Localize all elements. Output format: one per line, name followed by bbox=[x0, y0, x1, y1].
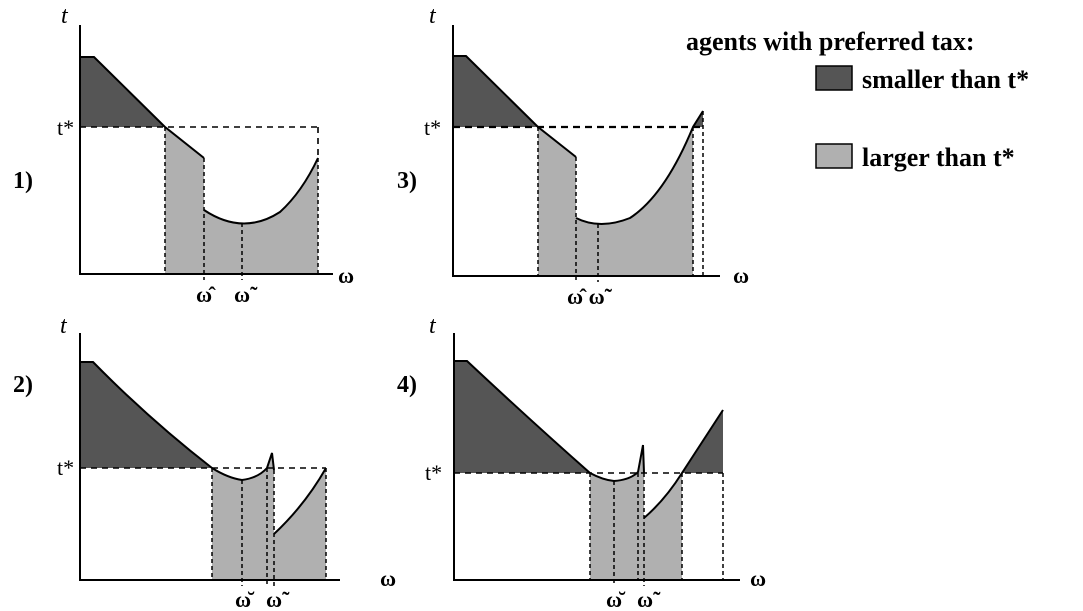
panel-2-omega-breve: ω̆ bbox=[235, 587, 255, 611]
panel-4-region-larger-right bbox=[644, 473, 682, 580]
panel-3-curve bbox=[453, 55, 577, 158]
panel-3-t-label: t bbox=[429, 3, 437, 29]
panel-2-tstar-label: t* bbox=[57, 455, 74, 480]
panel-1-omega-hat: ω̂ bbox=[196, 282, 216, 307]
panel-2-curve bbox=[80, 361, 275, 482]
panel-4-number: 4) bbox=[397, 372, 417, 398]
panel-1-curve bbox=[80, 56, 205, 159]
panel-3-region-larger bbox=[538, 127, 693, 276]
legend: agents with preferred tax: smaller than … bbox=[686, 27, 1029, 172]
panel-2-region-larger-left bbox=[212, 453, 274, 580]
panel-4-omega-label: ω bbox=[750, 566, 766, 591]
panel-1-omega-label: ω bbox=[338, 263, 354, 288]
panel-4-region-smaller-left bbox=[454, 361, 590, 473]
panel-3-omega-label: ω bbox=[733, 263, 749, 288]
panel-3: t t* ω ω̂ ω̃ 3) bbox=[397, 3, 749, 309]
panel-2-number: 2) bbox=[13, 372, 33, 398]
panel-2-omega-tilde: ω̃ bbox=[266, 587, 290, 611]
panel-4-tstar-label: t* bbox=[425, 460, 442, 485]
panel-3-omega-marks: ω̂ ω̃ bbox=[567, 284, 613, 309]
panel-2-omega-label: ω bbox=[380, 566, 396, 591]
panel-4-omega-breve: ω̆ bbox=[606, 587, 626, 611]
panel-1-omega-tilde: ω̃ bbox=[234, 282, 258, 307]
panel-3-tstar-label: t* bbox=[424, 115, 441, 140]
legend-label-larger: larger than t* bbox=[862, 143, 1015, 172]
legend-swatch-smaller bbox=[815, 65, 853, 91]
panel-2: t t* ω ω̆ ω̃ 2) bbox=[13, 313, 396, 611]
panel-4: t t* ω ω̆ ω̃ 4) bbox=[397, 313, 766, 611]
panel-1-region-smaller bbox=[80, 57, 165, 127]
panel-4-curve bbox=[454, 360, 645, 483]
panel-2-t-label: t bbox=[60, 313, 68, 339]
panel-4-omega-tilde: ω̃ bbox=[637, 587, 661, 611]
legend-title: agents with preferred tax: bbox=[686, 27, 975, 56]
panel-3-region-smaller bbox=[453, 56, 538, 127]
panel-1-t-label: t bbox=[61, 3, 69, 29]
panel-2-region-larger-right bbox=[274, 468, 326, 580]
panel-1-number: 1) bbox=[13, 168, 33, 194]
panel-1: t t* ω ω̂ ω̃ 1) bbox=[13, 3, 354, 307]
legend-swatch-larger bbox=[815, 143, 853, 169]
panel-4-region-larger-left bbox=[590, 445, 644, 580]
panel-1-tstar-label: t* bbox=[57, 115, 74, 140]
legend-label-smaller: smaller than t* bbox=[862, 65, 1029, 94]
panel-4-t-label: t bbox=[429, 313, 437, 339]
panel-3-number: 3) bbox=[397, 168, 417, 194]
